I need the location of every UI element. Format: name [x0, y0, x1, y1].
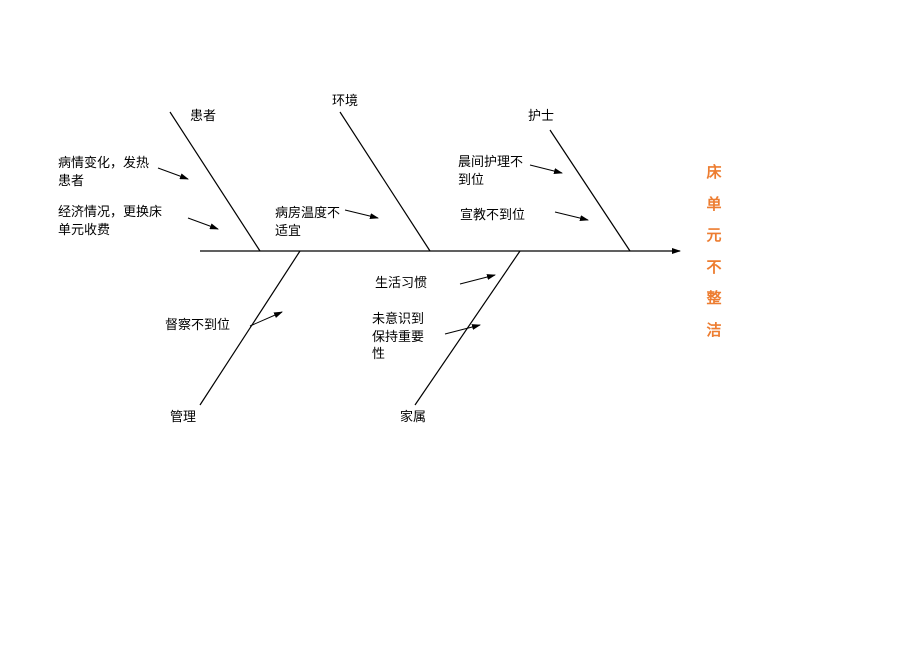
cause-family-1: 生活习惯: [375, 274, 427, 292]
management-cause1-arrow: [250, 312, 282, 326]
category-nurse: 护士: [528, 107, 554, 125]
cause-patient-1: 病情变化，发热 患者: [58, 154, 149, 189]
fishbone-svg: [0, 0, 920, 651]
effect-label: 床 单 元 不 整 洁: [705, 158, 723, 347]
cause-nurse-1: 晨间护理不 到位: [458, 153, 523, 188]
patient-bone: [170, 112, 260, 251]
cause-environment-1: 病房温度不 适宜: [275, 204, 340, 239]
environment-bone: [340, 112, 430, 251]
patient-cause1-arrow: [158, 168, 188, 179]
category-environment: 环境: [332, 92, 358, 110]
cause-management-1: 督察不到位: [165, 316, 230, 334]
nurse-cause2-arrow: [555, 212, 588, 220]
category-management: 管理: [170, 408, 196, 426]
patient-cause2-arrow: [188, 218, 218, 229]
nurse-cause1-arrow: [530, 165, 562, 173]
cause-family-2: 未意识到 保持重要 性: [372, 310, 424, 363]
cause-patient-2: 经济情况，更换床 单元收费: [58, 203, 162, 238]
nurse-bone: [550, 130, 630, 251]
category-family: 家属: [400, 408, 426, 426]
family-cause1-arrow: [460, 275, 495, 284]
cause-nurse-2: 宣教不到位: [460, 206, 525, 224]
environment-cause1-arrow: [345, 210, 378, 218]
category-patient: 患者: [190, 107, 216, 125]
family-cause2-arrow: [445, 325, 480, 334]
